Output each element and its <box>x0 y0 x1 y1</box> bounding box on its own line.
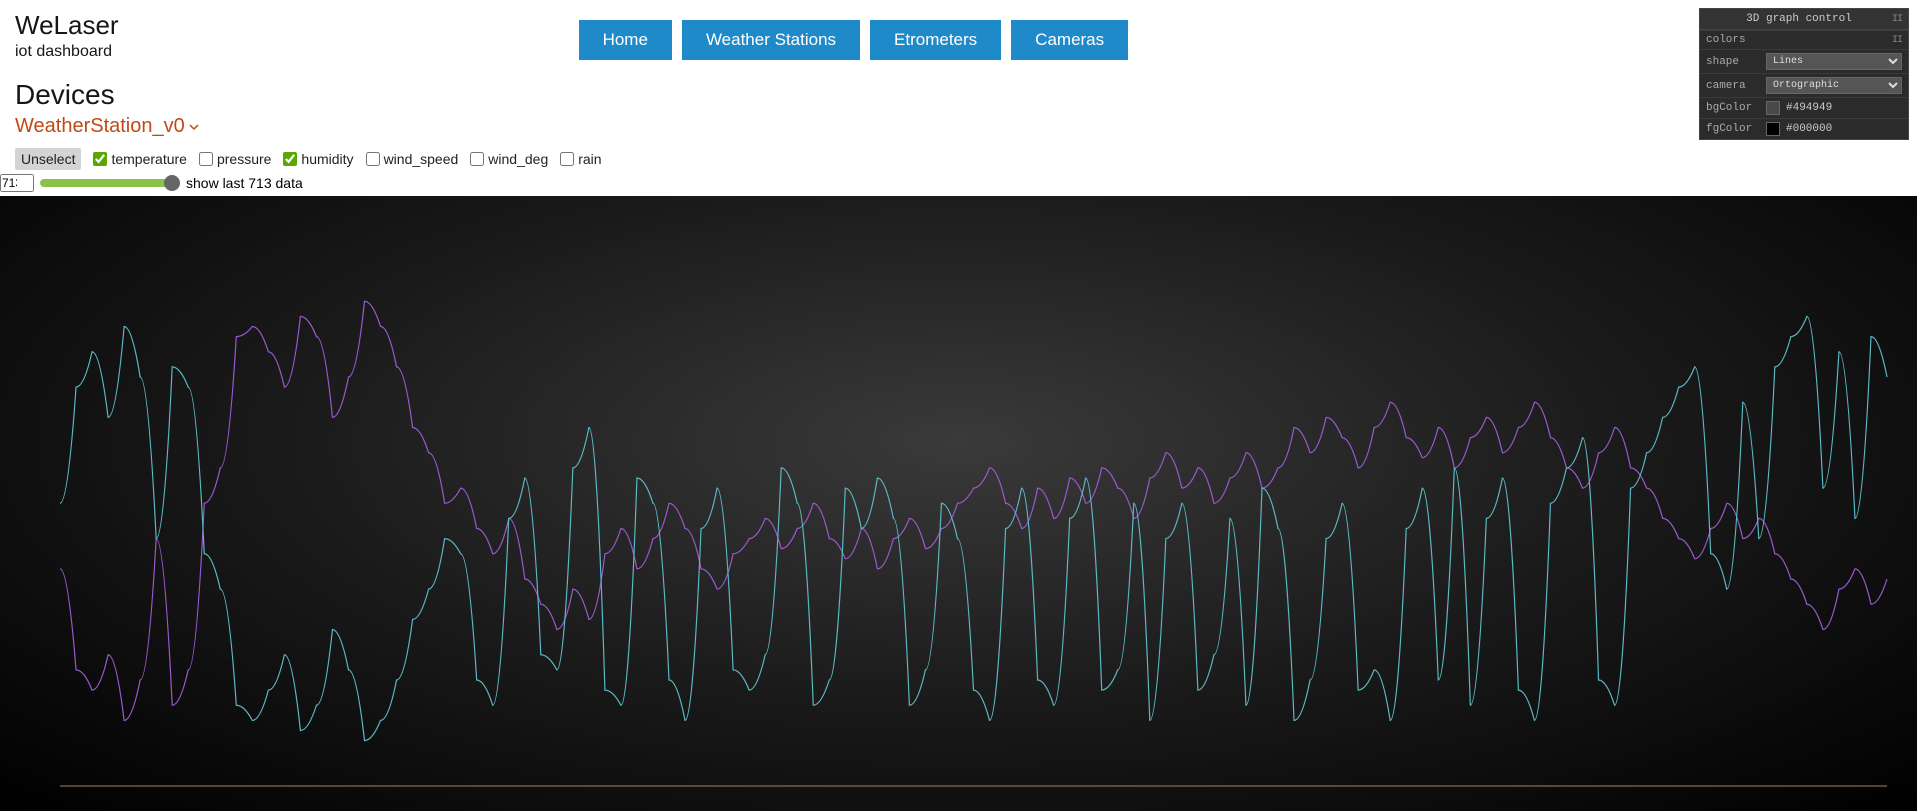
panel-row-camera: camera Ortographic <box>1700 73 1908 97</box>
panel-bgcolor-label: bgColor <box>1706 102 1766 114</box>
checkbox-rain[interactable]: rain <box>560 151 601 167</box>
bgcolor-value: #494949 <box>1786 102 1832 114</box>
checkbox-wind-deg-label: wind_deg <box>488 151 548 167</box>
checkbox-temperature-label: temperature <box>111 151 186 167</box>
panel-row-colors[interactable]: colors II <box>1700 30 1908 49</box>
panel-collapse-icon[interactable]: II <box>1892 14 1902 25</box>
checkbox-wind-speed-input[interactable] <box>366 152 380 166</box>
checkbox-pressure-input[interactable] <box>199 152 213 166</box>
panel-row-shape: shape Lines <box>1700 49 1908 73</box>
brand-subtitle: iot dashboard <box>15 43 119 61</box>
chevron-down-icon <box>189 122 199 132</box>
series-controls: Unselect temperature pressure humidity w… <box>0 138 1917 174</box>
checkbox-wind-speed[interactable]: wind_speed <box>366 151 459 167</box>
device-dropdown[interactable]: WeatherStation_v0 <box>15 115 1902 138</box>
panel-row-bgcolor: bgColor #494949 <box>1700 97 1908 118</box>
panel-title-bar[interactable]: 3D graph control II <box>1700 9 1908 30</box>
slider-label: show last 713 data <box>186 175 303 191</box>
fgcolor-swatch[interactable] <box>1766 122 1780 136</box>
unselect-button[interactable]: Unselect <box>15 148 81 170</box>
checkbox-temperature[interactable]: temperature <box>93 151 186 167</box>
checkbox-humidity-label: humidity <box>301 151 353 167</box>
panel-title-label: 3D graph control <box>1706 13 1892 25</box>
brand-title: WeLaser <box>15 10 119 41</box>
nav-home-button[interactable]: Home <box>579 20 672 60</box>
shape-select[interactable]: Lines <box>1766 53 1902 70</box>
chart-canvas[interactable] <box>0 196 1917 811</box>
panel-row-fgcolor: fgColor #000000 <box>1700 118 1908 139</box>
checkbox-humidity[interactable]: humidity <box>283 151 353 167</box>
panel-colors-label: colors <box>1706 34 1766 46</box>
bgcolor-swatch[interactable] <box>1766 101 1780 115</box>
checkbox-rain-input[interactable] <box>560 152 574 166</box>
panel-fgcolor-label: fgColor <box>1706 123 1766 135</box>
checkbox-wind-deg-input[interactable] <box>470 152 484 166</box>
checkbox-pressure-label: pressure <box>217 151 271 167</box>
panel-colors-collapse-icon[interactable]: II <box>1892 35 1902 46</box>
nav-etrometers-button[interactable]: Etrometers <box>870 20 1001 60</box>
checkbox-humidity-input[interactable] <box>283 152 297 166</box>
graph-control-panel: 3D graph control II colors II shape Line… <box>1699 8 1909 140</box>
checkbox-wind-deg[interactable]: wind_deg <box>470 151 548 167</box>
panel-shape-label: shape <box>1706 56 1766 68</box>
data-count-input[interactable] <box>0 174 34 192</box>
nav-weather-stations-button[interactable]: Weather Stations <box>682 20 860 60</box>
panel-camera-label: camera <box>1706 80 1766 92</box>
main-nav: Home Weather Stations Etrometers Cameras <box>579 20 1129 60</box>
camera-select[interactable]: Ortographic <box>1766 77 1902 94</box>
checkbox-rain-label: rain <box>578 151 601 167</box>
fgcolor-value: #000000 <box>1786 123 1832 135</box>
nav-cameras-button[interactable]: Cameras <box>1011 20 1128 60</box>
checkbox-pressure[interactable]: pressure <box>199 151 271 167</box>
checkbox-wind-speed-label: wind_speed <box>384 151 459 167</box>
checkbox-temperature-input[interactable] <box>93 152 107 166</box>
data-count-slider[interactable] <box>40 179 180 187</box>
device-name-label: WeatherStation_v0 <box>15 115 185 138</box>
section-title: Devices <box>15 79 1902 111</box>
